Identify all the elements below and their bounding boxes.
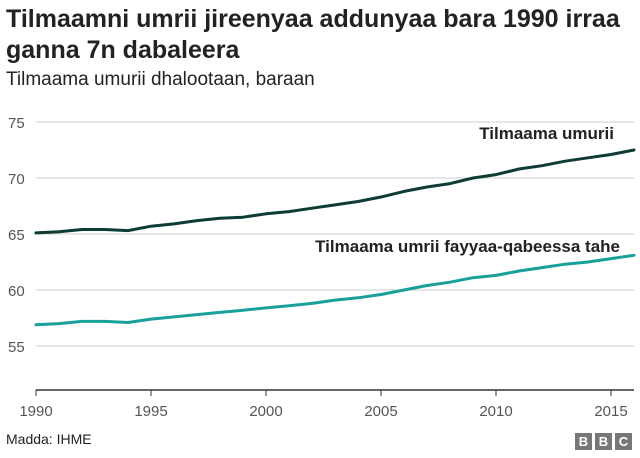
bbc-logo-letter-c: C [615, 433, 632, 450]
x-tick-label-2005: 2005 [364, 403, 397, 420]
y-tick-label-65: 65 [8, 227, 25, 244]
series-label-2: Tilmaama umrii fayyaa-qabeessa tahe [315, 237, 620, 256]
x-tick-label-1995: 1995 [134, 403, 167, 420]
x-tick-label-2000: 2000 [249, 403, 282, 420]
series-label-1: Tilmaama umurii [479, 124, 614, 143]
source-note: Madda: IHME [6, 431, 92, 447]
y-tick-label-70: 70 [8, 171, 25, 188]
bbc-logo-letter-b2: B [595, 433, 612, 450]
series-line-1 [34, 148, 636, 235]
x-tick-label-1990: 1990 [19, 403, 52, 420]
x-tick-label-2010: 2010 [479, 403, 512, 420]
bbc-logo: B B C [575, 433, 632, 450]
y-tick-label-75: 75 [8, 115, 25, 132]
chart-title: Tilmaamni umrii jireenyaa addunyaa bara … [6, 5, 620, 64]
series-line-2 [34, 253, 636, 327]
x-tick-label-2015: 2015 [594, 403, 627, 420]
y-tick-label-60: 60 [8, 283, 25, 300]
chart-subtitle: Tilmaama umurii dhalootaan, baraan [6, 69, 315, 90]
y-tick-label-55: 55 [8, 339, 25, 356]
bbc-logo-letter-b1: B [575, 433, 592, 450]
